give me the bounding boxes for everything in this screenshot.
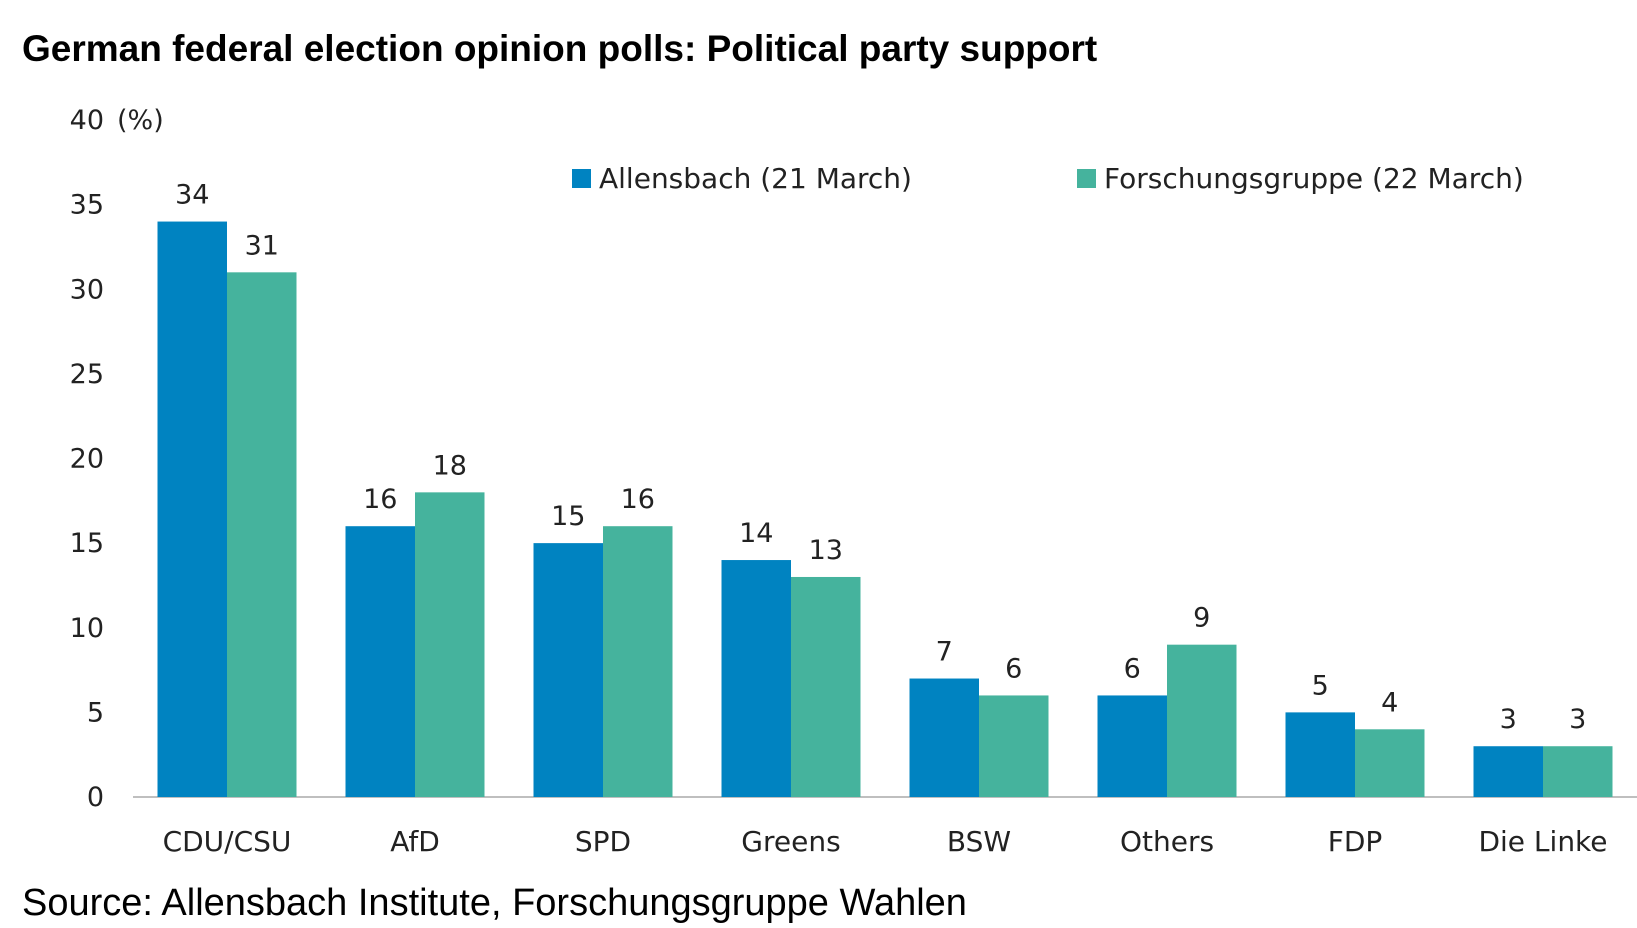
y-tick-label: 5 — [87, 697, 104, 728]
bar — [979, 695, 1049, 797]
data-label: 31 — [245, 230, 279, 261]
bar — [1167, 644, 1237, 797]
legend-label: Forschungsgruppe (22 March) — [1104, 162, 1524, 195]
data-label: 16 — [363, 484, 397, 515]
data-label: 16 — [621, 484, 655, 515]
bar — [1285, 712, 1355, 797]
source-note: Source: Allensbach Institute, Forschungs… — [22, 882, 967, 924]
data-label: 6 — [1124, 653, 1141, 684]
x-tick-label: Others — [1120, 825, 1214, 858]
x-tick-label: AfD — [390, 825, 440, 858]
bar — [415, 492, 485, 797]
bar — [1473, 746, 1543, 797]
y-tick-label: 10 — [70, 613, 104, 644]
bar — [603, 526, 673, 797]
x-tick-label: SPD — [575, 825, 631, 858]
bar — [345, 526, 415, 797]
data-label: 34 — [175, 180, 209, 211]
bar — [1543, 746, 1613, 797]
y-tick-label: 15 — [70, 528, 104, 559]
legend-swatch — [1077, 169, 1096, 188]
y-tick-label: 40 — [70, 105, 104, 136]
data-label: 9 — [1193, 603, 1210, 634]
x-tick-label: Die Linke — [1478, 825, 1607, 858]
bar — [227, 272, 297, 797]
bar — [533, 543, 603, 797]
data-label: 13 — [809, 535, 843, 566]
bar — [721, 560, 791, 797]
data-label: 15 — [551, 501, 585, 532]
chart-title: German federal election opinion polls: P… — [22, 28, 1098, 69]
y-tick-label: 0 — [87, 782, 104, 813]
bar — [1097, 695, 1167, 797]
y-tick-label: 35 — [70, 190, 104, 221]
x-tick-label: Greens — [741, 825, 840, 858]
y-axis-unit: (%) — [117, 105, 164, 136]
data-label: 14 — [739, 518, 773, 549]
bar — [157, 221, 227, 798]
x-tick-label: BSW — [947, 825, 1011, 858]
bar — [791, 576, 861, 797]
y-tick-label: 30 — [70, 274, 104, 305]
data-label: 3 — [1569, 704, 1586, 735]
data-label: 18 — [433, 450, 467, 481]
x-tick-label: CDU/CSU — [163, 825, 292, 858]
y-tick-label: 20 — [70, 444, 104, 475]
legend-label: Allensbach (21 March) — [599, 162, 912, 195]
legend-swatch — [572, 169, 591, 188]
data-label: 7 — [936, 637, 953, 668]
data-label: 5 — [1312, 670, 1329, 701]
bar — [909, 678, 979, 797]
data-label: 3 — [1500, 704, 1517, 735]
y-tick-label: 25 — [70, 359, 104, 390]
x-tick-label: FDP — [1328, 825, 1383, 858]
data-label: 4 — [1381, 687, 1398, 718]
bar — [1355, 729, 1425, 797]
data-label: 6 — [1005, 653, 1022, 684]
